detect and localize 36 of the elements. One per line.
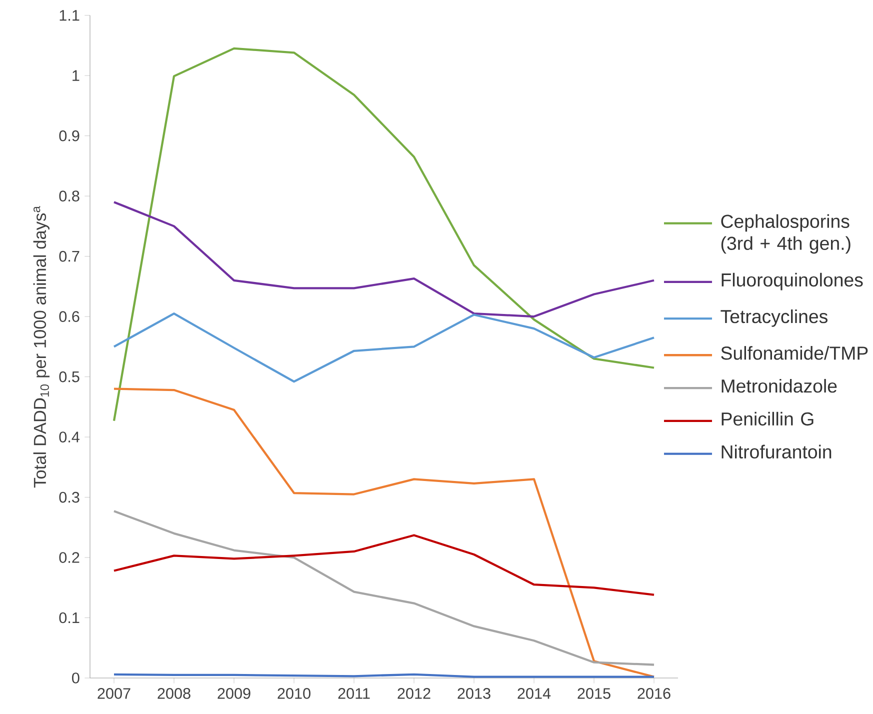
y-tick-label: 0.4 xyxy=(59,432,80,442)
x-tick-label: 2015 xyxy=(578,688,610,699)
x-tick-label: 2016 xyxy=(638,688,670,699)
legend-label: Penicillin G xyxy=(722,412,814,426)
x-tick-label: 2010 xyxy=(278,688,310,699)
legend-label: Tetracyclines xyxy=(720,309,828,327)
x-tick-label: 2012 xyxy=(398,688,430,699)
line-series xyxy=(112,47,656,422)
legend-label: Cephalosporins (3rd + 4th gen.) xyxy=(721,214,850,254)
y-tick-label: 0 xyxy=(72,672,80,684)
legend-label: Fluoroquinolones xyxy=(722,272,863,290)
y-tick-label: 1.1 xyxy=(60,10,80,21)
x-tick-label: 2011 xyxy=(338,688,370,699)
x-tick-label: 2013 xyxy=(458,688,490,699)
x-tick-label: 2009 xyxy=(218,688,250,699)
y-tick-label: 0.9 xyxy=(59,130,80,142)
line-series xyxy=(112,201,656,318)
y-tick-label: 0.2 xyxy=(59,552,80,563)
legend-label: Nitrofurantoin xyxy=(722,444,832,458)
legend-label: Sulfonamide/TMP xyxy=(721,346,868,360)
y-tick-label: 0.3 xyxy=(59,492,80,503)
x-tick-label: 2007 xyxy=(98,688,130,699)
y-tick-label: 0.1 xyxy=(59,612,80,624)
line-series xyxy=(112,312,656,383)
y-tick-label: 0.8 xyxy=(59,190,80,202)
legend-label: Metronidazole xyxy=(722,378,837,393)
line-series xyxy=(112,388,656,678)
line-series xyxy=(112,510,656,666)
y-axis-title: Total DADD$_{10}$ per 1000 animal days$^{a}$ xyxy=(33,206,50,488)
y-tick-label: 0.5 xyxy=(59,371,80,382)
x-tick-label: 2014 xyxy=(518,688,551,699)
y-tick-label: 0.7 xyxy=(59,250,80,262)
line-series xyxy=(112,534,656,596)
y-tick-label: 1 xyxy=(72,70,80,81)
y-tick-label: 0.6 xyxy=(59,311,80,322)
x-tick-label: 2008 xyxy=(158,688,190,699)
